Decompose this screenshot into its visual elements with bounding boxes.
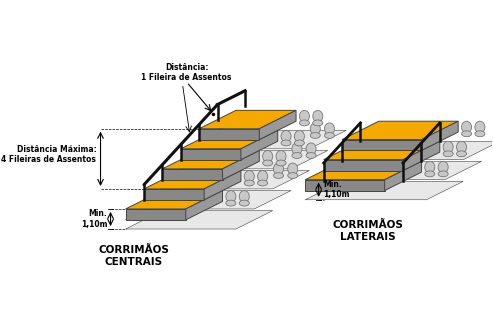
Ellipse shape — [313, 111, 323, 122]
Text: CORRIMÃOS
CENTRAIS: CORRIMÃOS CENTRAIS — [99, 245, 170, 267]
Ellipse shape — [258, 180, 268, 186]
Polygon shape — [323, 161, 482, 180]
Polygon shape — [342, 121, 458, 140]
Polygon shape — [241, 130, 278, 160]
Text: Distância:
1 Fileira de Assentos: Distância: 1 Fileira de Assentos — [141, 63, 232, 82]
Ellipse shape — [281, 140, 291, 146]
Polygon shape — [342, 141, 493, 160]
Ellipse shape — [274, 163, 283, 175]
Ellipse shape — [457, 141, 466, 153]
Polygon shape — [259, 111, 296, 140]
Polygon shape — [181, 149, 241, 160]
Ellipse shape — [443, 141, 453, 153]
Ellipse shape — [274, 172, 283, 178]
Ellipse shape — [281, 130, 291, 142]
Ellipse shape — [443, 151, 453, 157]
Polygon shape — [126, 209, 186, 220]
Polygon shape — [199, 129, 259, 140]
Ellipse shape — [276, 160, 286, 166]
Polygon shape — [162, 151, 259, 169]
Ellipse shape — [306, 153, 316, 158]
Polygon shape — [162, 169, 222, 180]
Ellipse shape — [475, 121, 485, 133]
Ellipse shape — [324, 123, 335, 135]
Ellipse shape — [299, 111, 310, 122]
Polygon shape — [126, 191, 222, 209]
Ellipse shape — [425, 161, 435, 173]
Ellipse shape — [258, 170, 268, 182]
Text: Min.
1,10m: Min. 1,10m — [323, 180, 350, 200]
Text: Distância Máxima:
4 Fileiras de Assentos: Distância Máxima: 4 Fileiras de Assentos — [1, 144, 96, 164]
Ellipse shape — [263, 151, 273, 162]
Text: Min.
1,10m: Min. 1,10m — [81, 209, 107, 229]
Polygon shape — [181, 130, 278, 149]
Polygon shape — [204, 170, 241, 200]
Polygon shape — [199, 130, 346, 149]
Text: CORRIMÃOS
LATERAIS: CORRIMÃOS LATERAIS — [332, 220, 403, 242]
Ellipse shape — [310, 132, 320, 138]
Ellipse shape — [244, 180, 254, 186]
Ellipse shape — [299, 120, 310, 126]
Polygon shape — [162, 170, 310, 189]
Polygon shape — [144, 170, 241, 189]
Ellipse shape — [226, 200, 236, 206]
Ellipse shape — [292, 153, 302, 158]
Ellipse shape — [310, 123, 320, 135]
Polygon shape — [305, 161, 422, 180]
Polygon shape — [199, 111, 296, 129]
Ellipse shape — [313, 120, 323, 126]
Ellipse shape — [438, 161, 448, 173]
Ellipse shape — [288, 163, 298, 175]
Ellipse shape — [438, 171, 448, 177]
Polygon shape — [144, 191, 291, 209]
Ellipse shape — [226, 191, 236, 202]
Ellipse shape — [461, 131, 472, 137]
Polygon shape — [323, 141, 440, 160]
Ellipse shape — [292, 143, 302, 155]
Polygon shape — [305, 181, 463, 200]
Ellipse shape — [288, 172, 298, 178]
Ellipse shape — [294, 130, 304, 142]
Polygon shape — [305, 180, 385, 191]
Ellipse shape — [306, 143, 316, 155]
Ellipse shape — [239, 200, 249, 206]
Polygon shape — [181, 151, 328, 169]
Polygon shape — [186, 191, 222, 220]
Ellipse shape — [263, 160, 273, 166]
Ellipse shape — [425, 171, 435, 177]
Polygon shape — [422, 121, 458, 151]
Ellipse shape — [461, 121, 472, 133]
Polygon shape — [385, 161, 422, 191]
Polygon shape — [222, 151, 259, 180]
Polygon shape — [126, 211, 273, 229]
Polygon shape — [403, 141, 440, 170]
Ellipse shape — [457, 151, 466, 157]
Ellipse shape — [239, 191, 249, 202]
Polygon shape — [342, 140, 422, 151]
Polygon shape — [323, 160, 403, 170]
Polygon shape — [144, 189, 204, 200]
Ellipse shape — [276, 151, 286, 162]
Ellipse shape — [324, 132, 335, 138]
Ellipse shape — [294, 140, 304, 146]
Ellipse shape — [475, 131, 485, 137]
Ellipse shape — [244, 170, 254, 182]
